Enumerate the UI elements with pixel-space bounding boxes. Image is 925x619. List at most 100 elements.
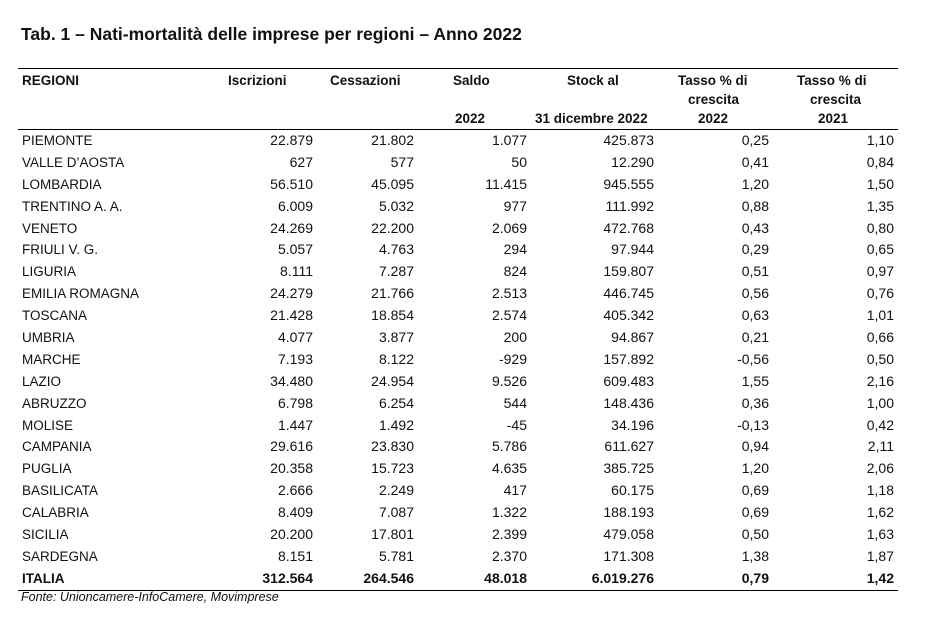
- cell-iscrizioni: 56.510: [270, 175, 313, 192]
- cell-regione: FRIULI V. G.: [22, 242, 99, 258]
- cell-tasso-2021: 0,42: [866, 416, 894, 433]
- total-stock: 6.019.276: [591, 569, 654, 586]
- cell-iscrizioni: 34.480: [270, 372, 313, 389]
- cell-cessazioni: 17.801: [371, 526, 414, 543]
- cell-saldo: 5.786: [491, 438, 527, 455]
- cell-iscrizioni: 8.151: [277, 547, 313, 564]
- cell-saldo: 1.077: [491, 132, 527, 148]
- cell-tasso-2022: 0,69: [741, 504, 769, 521]
- cell-cessazioni: 45.095: [371, 175, 414, 192]
- cell-stock: 405.342: [603, 307, 654, 324]
- cell-cessazioni: 21.766: [371, 285, 414, 302]
- table-row: EMILIA ROMAGNA 24.279 21.766 2.513 446.745 0,…: [18, 283, 898, 305]
- header-tasso-2022-line2: crescita: [688, 92, 740, 107]
- table-row: LOMBARDIA 56.510 45.095 11.415 945.555 1,20 1,…: [18, 174, 898, 196]
- data-table: REGIONI Iscrizioni Cessazioni Saldo 2022…: [18, 68, 898, 591]
- cell-saldo: 2.370: [491, 547, 527, 564]
- cell-stock: 94.867: [611, 329, 654, 346]
- table-row: SARDEGNA 8.151 5.781 2.370 171.308 1,38 1,87: [18, 546, 898, 568]
- cell-iscrizioni: 24.269: [270, 219, 313, 236]
- cell-tasso-2021: 1,63: [866, 526, 894, 543]
- cell-tasso-2022: 1,20: [741, 175, 769, 192]
- cell-tasso-2021: 0,97: [866, 263, 894, 280]
- cell-stock: 479.058: [603, 526, 654, 543]
- cell-iscrizioni: 20.358: [270, 460, 313, 477]
- table-row: SICILIA 20.200 17.801 2.399 479.058 0,50 1,63: [18, 524, 898, 546]
- table-header: REGIONI Iscrizioni Cessazioni Saldo 2022…: [18, 69, 898, 130]
- table-row: PUGLIA 20.358 15.723 4.635 385.725 1,20 2,06: [18, 458, 898, 480]
- cell-saldo: -929: [498, 350, 527, 367]
- total-regione: ITALIA: [22, 570, 65, 586]
- cell-saldo: 2.574: [491, 307, 527, 324]
- cell-regione: MARCHE: [22, 351, 81, 367]
- table-row: BASILICATA 2.666 2.249 417 60.175 0,69 1,18: [18, 480, 898, 502]
- cell-tasso-2021: 1,00: [866, 394, 894, 411]
- cell-tasso-2022: -0,13: [737, 416, 769, 433]
- cell-regione: ABRUZZO: [22, 395, 87, 411]
- cell-saldo: 9.526: [491, 372, 527, 389]
- cell-tasso-2021: 2,16: [866, 372, 894, 389]
- table-row: CAMPANIA 29.616 23.830 5.786 611.627 0,94 2,11: [18, 436, 898, 458]
- cell-saldo: 2.069: [491, 219, 527, 236]
- table-row-total: ITALIA 312.564 264.546 48.018 6.019.276 …: [18, 568, 898, 591]
- cell-stock: 446.745: [603, 285, 654, 302]
- table-row: LIGURIA 8.111 7.287 824 159.807 0,51 0,97: [18, 261, 898, 283]
- cell-tasso-2021: 2,11: [867, 438, 894, 455]
- cell-regione: MOLISE: [22, 417, 74, 433]
- cell-tasso-2021: 1,10: [866, 132, 894, 148]
- cell-tasso-2022: 1,55: [741, 372, 769, 389]
- cell-tasso-2022: 0,29: [741, 241, 769, 258]
- cell-saldo: -45: [506, 416, 527, 433]
- cell-saldo: 977: [503, 197, 527, 214]
- cell-regione: CAMPANIA: [22, 439, 92, 455]
- table-row: MARCHE 7.193 8.122 -929 157.892 -0,56 0,50: [18, 349, 898, 371]
- cell-tasso-2021: 1,50: [866, 175, 894, 192]
- cell-tasso-2022: 0,43: [741, 219, 769, 236]
- table-row: VENETO 24.269 22.200 2.069 472.768 0,43 0,80: [18, 218, 898, 240]
- cell-stock: 385.725: [603, 460, 654, 477]
- cell-cessazioni: 5.032: [378, 197, 414, 214]
- cell-tasso-2022: 0,51: [741, 263, 769, 280]
- cell-cessazioni: 21.802: [371, 132, 414, 148]
- cell-saldo: 4.635: [491, 460, 527, 477]
- table-row: PIEMONTE 22.879 21.802 1.077 425.873 0,25 1,10: [18, 130, 898, 152]
- cell-cessazioni: 18.854: [371, 307, 414, 324]
- table-body: PIEMONTE 22.879 21.802 1.077 425.873 0,25 1,10…: [18, 130, 898, 568]
- cell-regione: SICILIA: [22, 527, 69, 543]
- cell-regione: UMBRIA: [22, 330, 75, 346]
- header-saldo-year: 2022: [455, 111, 486, 126]
- cell-tasso-2021: 1,18: [866, 482, 894, 499]
- header-tasso-2022-line3: 2022: [698, 111, 729, 126]
- header-iscrizioni: Iscrizioni: [228, 73, 287, 88]
- cell-saldo: 11.415: [485, 175, 527, 192]
- cell-saldo: 50: [511, 153, 527, 170]
- cell-stock: 148.436: [603, 394, 654, 411]
- cell-stock: 12.290: [611, 153, 654, 170]
- total-iscrizioni: 312.564: [262, 569, 313, 586]
- cell-iscrizioni: 20.200: [270, 526, 313, 543]
- cell-stock: 97.944: [611, 241, 654, 258]
- cell-regione: SARDEGNA: [22, 548, 98, 564]
- cell-tasso-2022: 0,94: [741, 438, 769, 455]
- cell-iscrizioni: 6.009: [277, 197, 313, 214]
- header-stock: Stock al: [567, 73, 619, 88]
- header-stock-date: 31 dicembre 2022: [535, 111, 648, 126]
- cell-cessazioni: 8.122: [378, 350, 414, 367]
- header-tasso-2022-line1: Tasso % di: [678, 73, 748, 88]
- cell-tasso-2022: 0,88: [741, 197, 769, 214]
- cell-regione: VENETO: [22, 220, 78, 236]
- cell-regione: VALLE D’AOSTA: [22, 154, 125, 170]
- cell-saldo: 1.322: [491, 504, 527, 521]
- cell-tasso-2021: 1,35: [866, 197, 894, 214]
- cell-cessazioni: 4.763: [378, 241, 414, 258]
- cell-regione: BASILICATA: [22, 483, 99, 499]
- table-row: FRIULI V. G. 5.057 4.763 294 97.944 0,29 0,65: [18, 239, 898, 261]
- cell-cessazioni: 577: [390, 153, 414, 170]
- cell-tasso-2022: 1,20: [741, 460, 769, 477]
- cell-iscrizioni: 29.616: [270, 438, 313, 455]
- cell-stock: 60.175: [611, 482, 654, 499]
- cell-regione: CALABRIA: [22, 505, 89, 521]
- table-row: TOSCANA 21.428 18.854 2.574 405.342 0,63 1,01: [18, 305, 898, 327]
- cell-iscrizioni: 7.193: [277, 350, 313, 367]
- cell-cessazioni: 24.954: [371, 372, 414, 389]
